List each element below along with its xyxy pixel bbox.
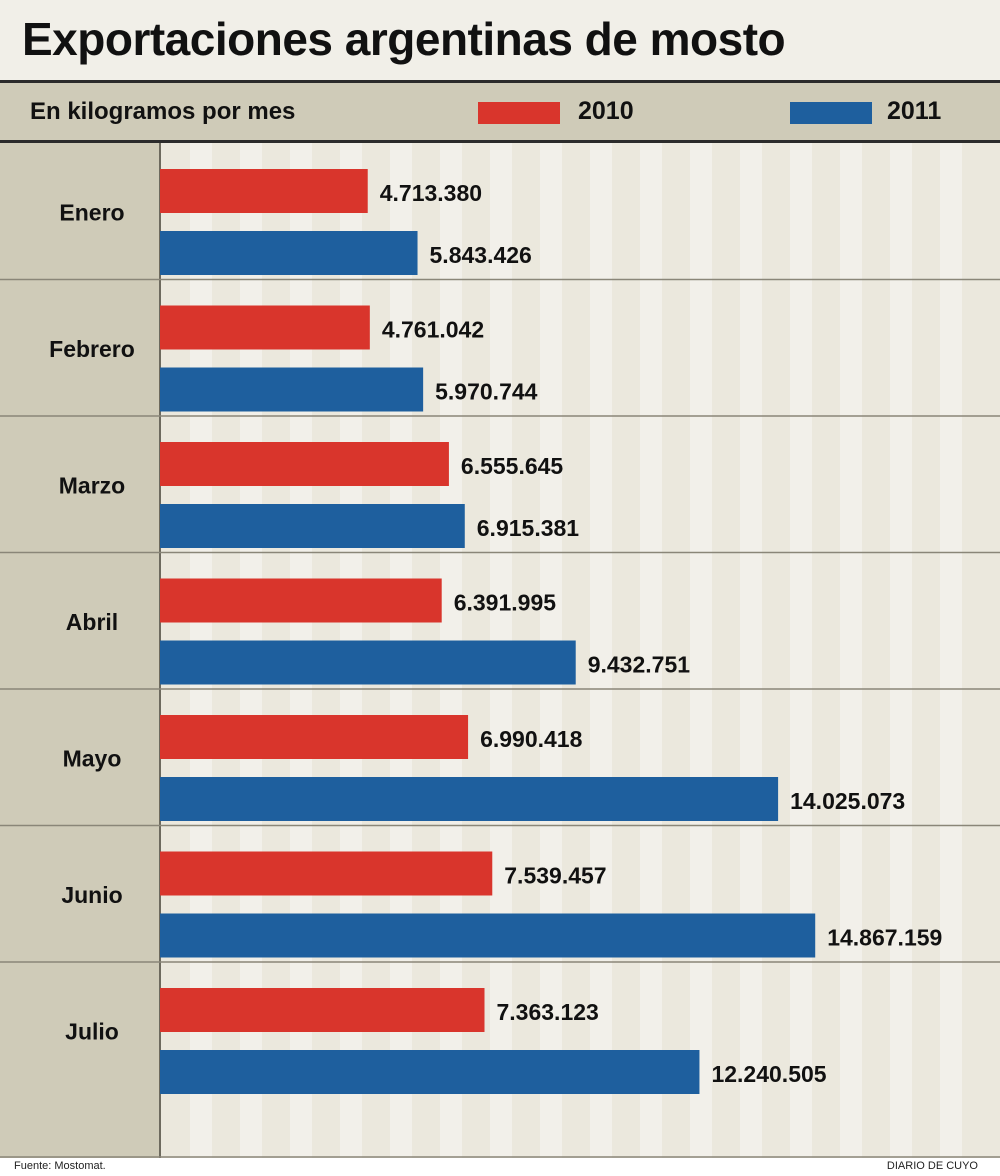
data-label-2011: 6.915.381: [477, 515, 580, 541]
category-label: Mayo: [63, 745, 122, 771]
data-label-2010: 7.363.123: [497, 999, 599, 1025]
category-label: Enero: [59, 199, 124, 225]
bar-2010: [160, 715, 469, 759]
data-label-2010: 6.391.995: [454, 590, 557, 616]
bar-2011: [160, 1050, 700, 1094]
category-label: Abril: [66, 609, 118, 635]
data-label-2011: 5.970.744: [435, 379, 538, 405]
data-label-2010: 4.761.042: [382, 317, 484, 343]
grid-stripe: [590, 143, 612, 1158]
publisher-credit: DIARIO DE CUYO: [886, 1160, 978, 1172]
bar-chart: Enero 4.713.380 5.843.426 Febrero 4.761.042 5…: [0, 143, 1000, 1158]
source-note: Fuente: Mostomat.: [14, 1160, 106, 1172]
category-column: [0, 143, 160, 1158]
legend-swatch-2010: [478, 102, 560, 124]
category-label: Julio: [65, 1018, 119, 1044]
category-label: Junio: [61, 882, 122, 908]
chart-title: Exportaciones argentinas de mosto: [22, 13, 786, 65]
bar-2011: [160, 913, 816, 958]
bar-2010: [160, 988, 485, 1032]
legend-label-2011: 2011: [887, 97, 942, 125]
footer: Fuente: Mostomat. DIARIO DE CUYO: [0, 1158, 1000, 1176]
chart-subtitle: En kilogramos por mes: [30, 98, 296, 125]
data-label-2011: 9.432.751: [588, 652, 691, 678]
bar-2011: [160, 640, 576, 685]
grid-stripe: [690, 143, 712, 1158]
data-label-2011: 12.240.505: [711, 1061, 826, 1087]
data-label-2011: 14.025.073: [790, 788, 905, 814]
category-label: Marzo: [59, 472, 125, 498]
bar-2011: [160, 504, 465, 548]
data-label-2010: 6.555.645: [461, 453, 564, 479]
grid-stripe: [890, 143, 912, 1158]
data-label-2010: 4.713.380: [380, 180, 482, 206]
bar-2010: [160, 305, 370, 350]
grid-stripe: [940, 143, 962, 1158]
grid-stripe: [740, 143, 762, 1158]
legend-band: En kilogramos por mes 2010 2011: [0, 83, 1000, 143]
title-band: Exportaciones argentinas de mosto: [0, 0, 1000, 83]
legend-label-2010: 2010: [578, 97, 634, 125]
data-label-2011: 14.867.159: [827, 925, 942, 951]
category-label: Febrero: [49, 336, 135, 362]
bar-2010: [160, 851, 493, 896]
bar-2011: [160, 777, 779, 821]
bar-2011: [160, 231, 418, 275]
bar-2010: [160, 442, 449, 486]
bar-2011: [160, 367, 424, 412]
legend-swatch-2011: [790, 102, 872, 124]
data-label-2011: 5.843.426: [430, 242, 532, 268]
data-label-2010: 6.990.418: [480, 726, 583, 752]
grid-stripe: [790, 143, 812, 1158]
grid-stripe: [640, 143, 662, 1158]
data-label-2010: 7.539.457: [504, 863, 606, 889]
bar-2010: [160, 169, 368, 213]
bar-2010: [160, 578, 442, 623]
grid-stripe: [840, 143, 862, 1158]
